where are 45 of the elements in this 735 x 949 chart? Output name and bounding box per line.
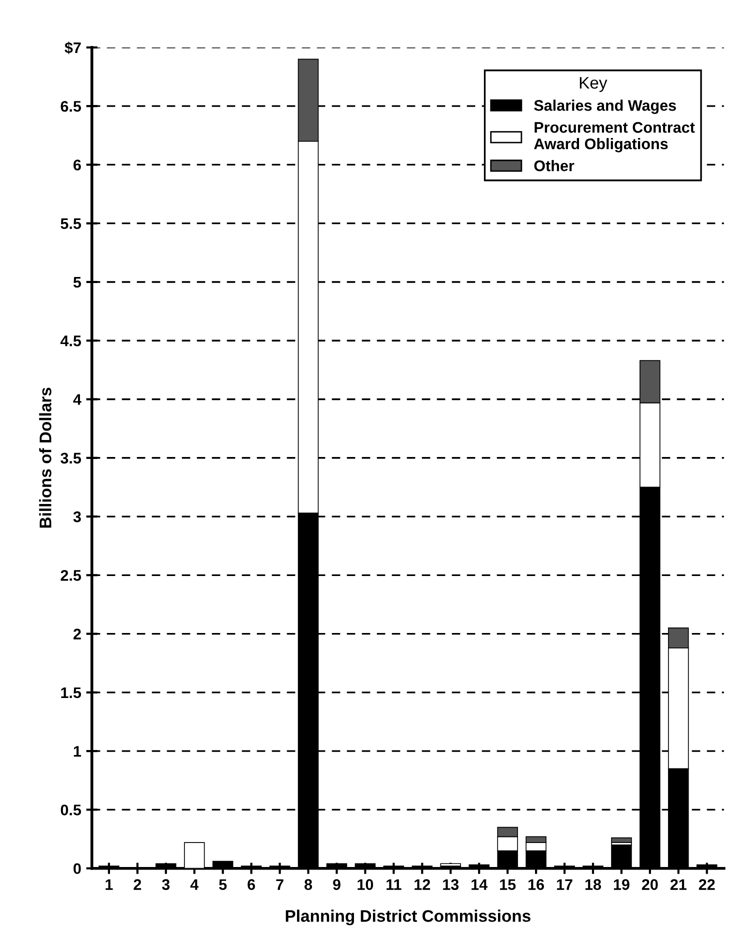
x-tick-label: 4: [190, 879, 199, 890]
x-tick-label: 21: [670, 879, 686, 890]
y-tick-label: 2: [73, 628, 81, 640]
x-tick-label: 18: [585, 879, 602, 890]
x-tick-label: 7: [276, 879, 284, 890]
y-tick-label: 0.5: [60, 804, 82, 816]
y-tick-label: 4.5: [60, 336, 82, 346]
y-tick-label: 5: [73, 277, 82, 288]
x-tick-label: 9: [333, 879, 340, 890]
legend-title: Key: [580, 77, 608, 92]
x-tick-label: 10: [358, 879, 374, 890]
y-tick-label: $7: [64, 42, 81, 54]
y-tick-label: 1.5: [61, 687, 82, 698]
y-tick-label: 2.5: [60, 570, 82, 581]
legend-label: Procurement Contract Award Obligations: [534, 122, 695, 152]
x-tick-label: 20: [642, 879, 658, 890]
x-tick-label: 6: [248, 879, 256, 890]
y-axis-title: Billions of Dollars: [39, 388, 52, 528]
legend-label: Other: [534, 160, 574, 172]
x-tick-label: 15: [500, 879, 516, 890]
x-axis-title: Planning District Commissions: [286, 910, 530, 926]
x-tick-label: 1: [106, 879, 113, 890]
y-tick-label: 4: [73, 394, 82, 405]
y-tick-label: 5.5: [60, 218, 82, 230]
x-tick-label: 19: [614, 879, 630, 890]
x-tick-label: 16: [528, 879, 544, 890]
x-tick-label: 12: [414, 879, 430, 890]
x-tick-label: 11: [386, 879, 402, 890]
x-tick-label: 8: [304, 879, 312, 890]
x-tick-label: 14: [472, 879, 488, 890]
bar: [611, 837, 632, 843]
x-tick-label: 3: [162, 879, 170, 890]
x-tick-label: 2: [134, 879, 142, 890]
x-tick-label: 17: [556, 879, 572, 890]
y-tick-label: 6: [74, 160, 81, 170]
x-tick-label: 5: [219, 879, 227, 890]
y-tick-label: 3: [73, 511, 81, 522]
y-tick-label: 0: [74, 863, 81, 874]
y-tick-label: 6.5: [60, 100, 82, 112]
x-tick-label: 13: [443, 879, 459, 890]
x-tick-label: 22: [698, 879, 715, 890]
y-tick-label: 1: [74, 746, 82, 757]
legend-label: Salaries and Wages: [534, 100, 676, 114]
bar: [440, 863, 462, 866]
y-tick-label: 3.5: [60, 452, 82, 464]
